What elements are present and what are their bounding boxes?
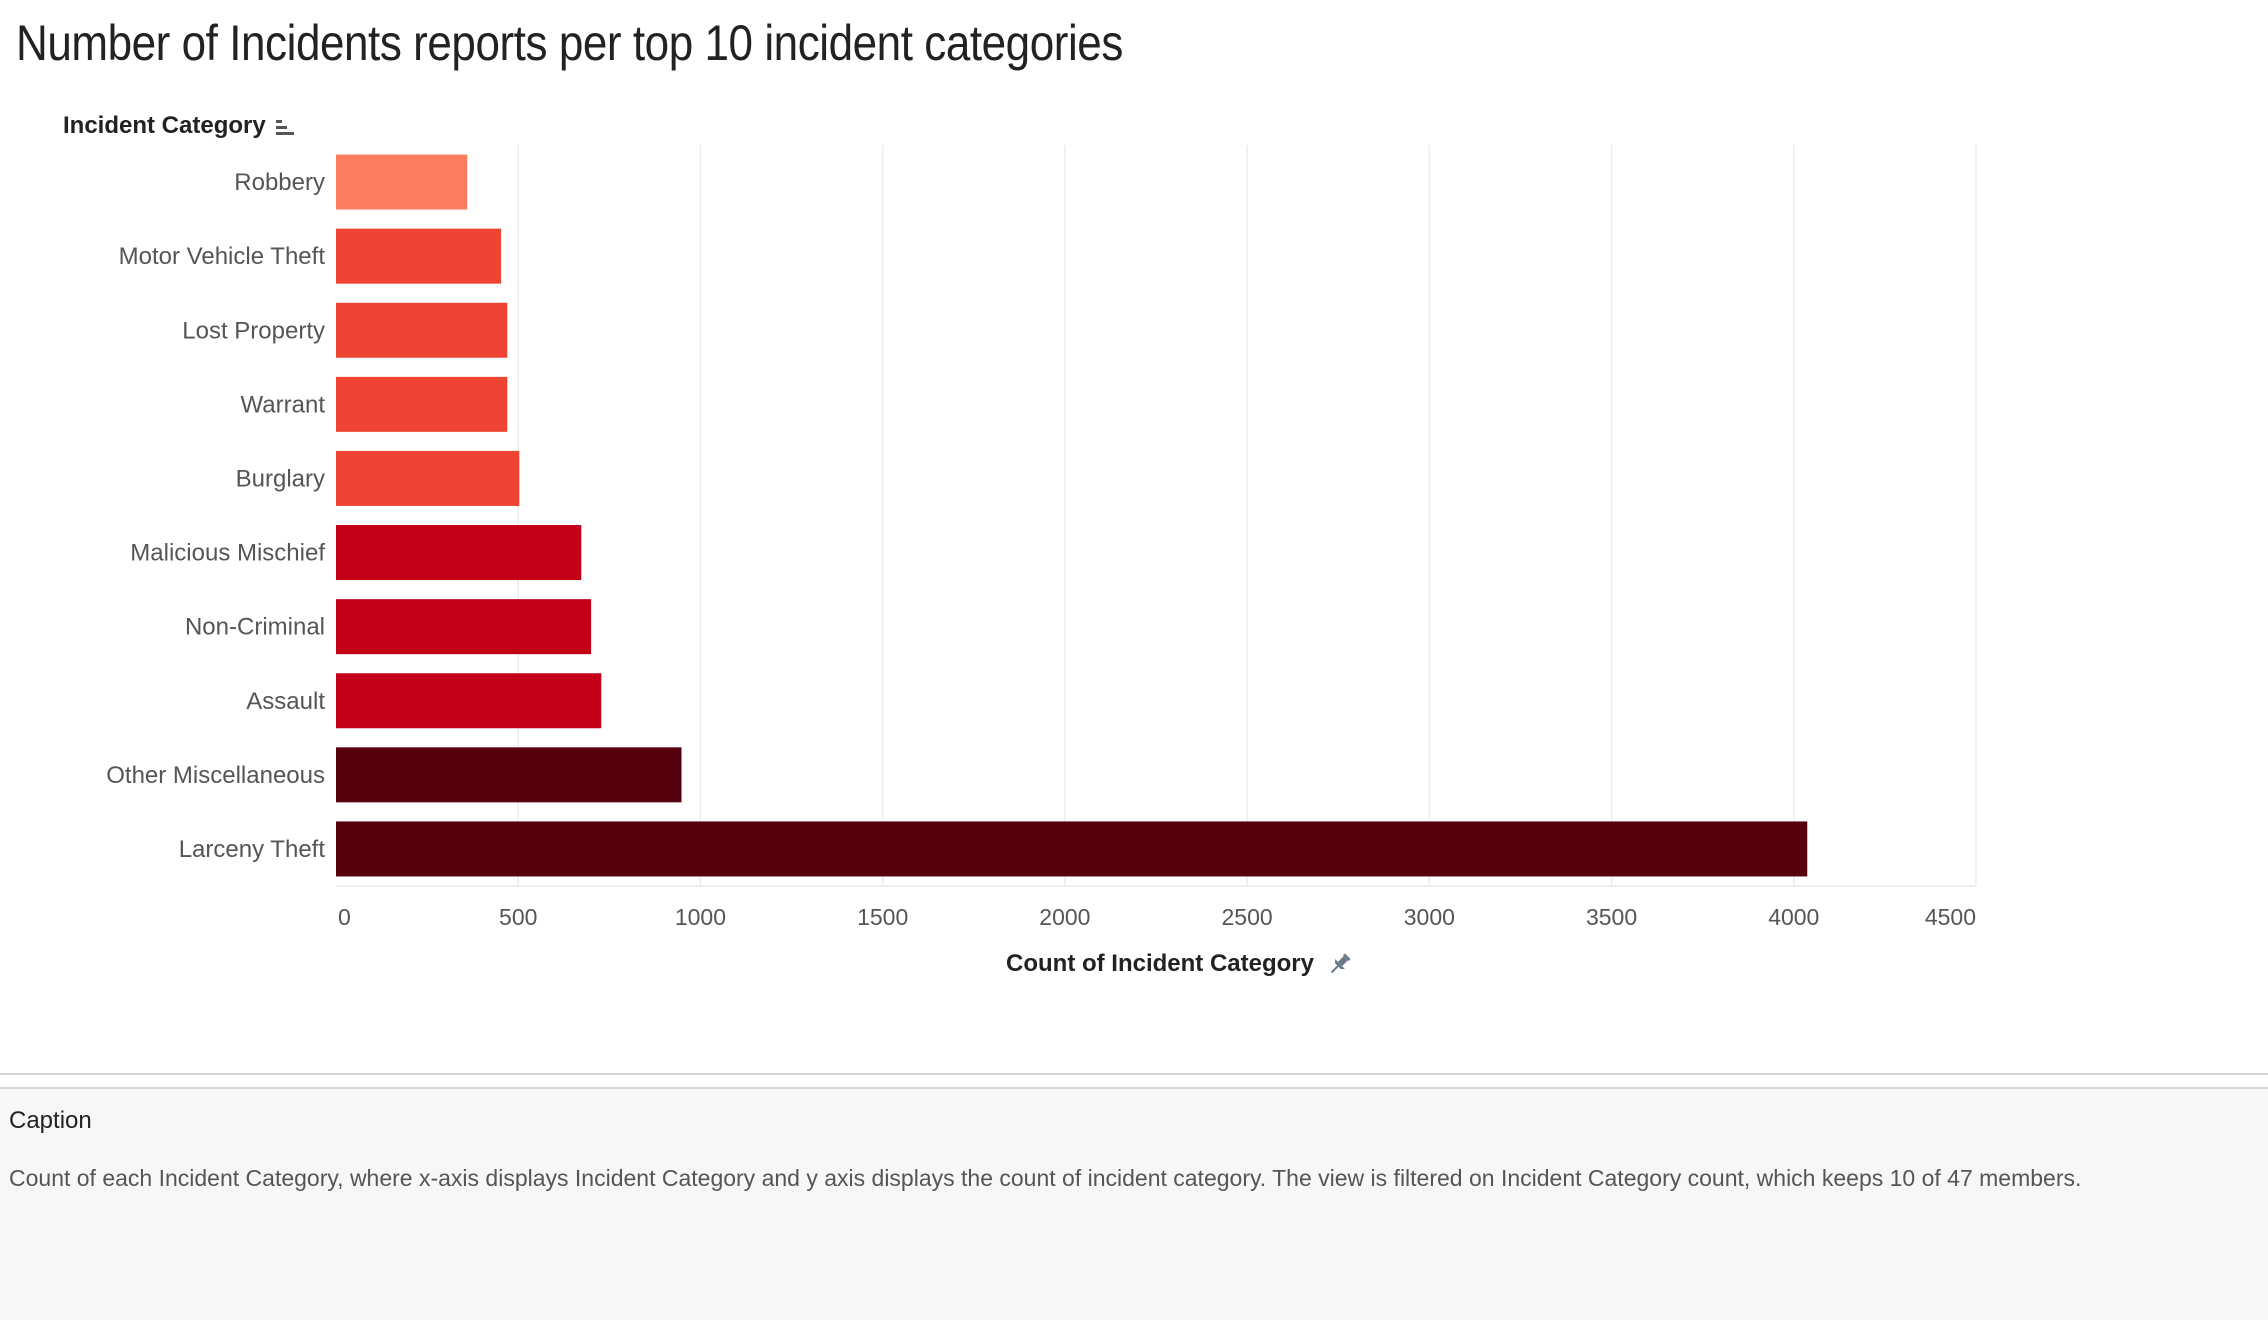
bar-malicious-mischief[interactable] bbox=[336, 525, 582, 581]
bar-motor-vehicle-theft[interactable] bbox=[336, 228, 502, 284]
y-axis-title: Incident Category bbox=[63, 112, 266, 139]
y-axis-header: Incident Category bbox=[63, 112, 296, 140]
x-tick-label: 1000 bbox=[675, 904, 726, 930]
bar-burglary[interactable] bbox=[336, 450, 520, 506]
category-label: Other Miscellaneous bbox=[106, 762, 325, 789]
bar-warrant[interactable] bbox=[336, 376, 508, 432]
x-tick-label: 4500 bbox=[1925, 904, 1976, 930]
x-tick-label: 3000 bbox=[1404, 904, 1455, 930]
x-axis-title: Count of Incident Category bbox=[1006, 950, 1314, 977]
bar-larceny-theft[interactable] bbox=[336, 821, 1808, 877]
x-axis-ticks: 0 500 1000 1500 2000 2500 3000 3500 4000 4500 bbox=[338, 904, 1976, 930]
chart-title: Number of Incidents reports per top 10 i… bbox=[16, 15, 1123, 71]
bar-non-criminal[interactable] bbox=[336, 599, 592, 655]
x-axis-header: Count of Incident Category bbox=[1006, 950, 1354, 978]
x-tick-label: 1500 bbox=[857, 904, 908, 930]
chart-bars bbox=[336, 154, 1808, 877]
category-label: Burglary bbox=[236, 465, 325, 492]
section-divider bbox=[0, 1073, 2268, 1075]
x-tick-label: 2000 bbox=[1039, 904, 1090, 930]
category-label: Motor Vehicle Theft bbox=[119, 243, 326, 270]
caption-text: Count of each Incident Category, where x… bbox=[9, 1165, 2082, 1191]
sort-descending-icon[interactable] bbox=[274, 116, 296, 136]
category-labels: Robbery Motor Vehicle Theft Lost Property W… bbox=[106, 169, 325, 863]
category-label: Non-Criminal bbox=[185, 614, 325, 641]
bar-other-miscellaneous[interactable] bbox=[336, 747, 682, 803]
chart-gridlines bbox=[336, 145, 1977, 887]
bar-chart: Robbery Motor Vehicle Theft Lost Property W… bbox=[106, 145, 1977, 930]
pin-icon[interactable] bbox=[1326, 950, 1354, 978]
bar-assault[interactable] bbox=[336, 673, 602, 729]
x-tick-label: 3500 bbox=[1586, 904, 1637, 930]
x-tick-label: 2500 bbox=[1222, 904, 1273, 930]
category-label: Larceny Theft bbox=[179, 836, 326, 863]
x-tick-label: 500 bbox=[499, 904, 537, 930]
category-label: Malicious Mischief bbox=[130, 540, 325, 567]
caption-heading: Caption bbox=[9, 1107, 92, 1134]
x-tick-label: 4000 bbox=[1768, 904, 1819, 930]
category-label: Robbery bbox=[234, 169, 325, 196]
caption-panel: Caption Count of each Incident Category,… bbox=[0, 1087, 2268, 1320]
bar-robbery[interactable] bbox=[336, 154, 468, 210]
category-label: Lost Property bbox=[182, 317, 325, 344]
category-label: Warrant bbox=[241, 391, 326, 418]
bar-lost-property[interactable] bbox=[336, 302, 508, 358]
category-label: Assault bbox=[246, 688, 325, 715]
x-tick-label: 0 bbox=[338, 904, 351, 930]
